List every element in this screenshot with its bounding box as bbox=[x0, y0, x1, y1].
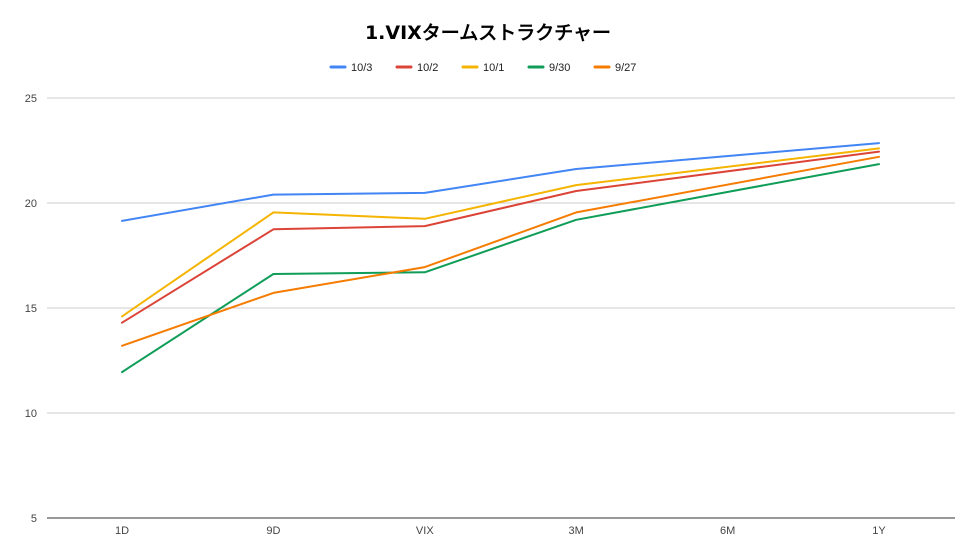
series-line bbox=[121, 142, 880, 222]
y-tick-label: 5 bbox=[31, 513, 37, 525]
y-tick-label: 10 bbox=[25, 408, 37, 420]
y-tick-label: 15 bbox=[25, 303, 37, 315]
legend-label: 9/30 bbox=[549, 62, 570, 74]
x-tick-label: 9D bbox=[266, 525, 280, 537]
legend-label: 10/2 bbox=[417, 62, 438, 74]
series-line bbox=[121, 147, 880, 318]
x-tick-label: VIX bbox=[416, 525, 434, 537]
y-tick-label: 25 bbox=[25, 93, 37, 105]
series-line bbox=[121, 163, 880, 374]
legend-label: 10/3 bbox=[351, 62, 372, 74]
x-tick-label: 1D bbox=[115, 525, 129, 537]
legend-label: 10/1 bbox=[483, 62, 504, 74]
series-line bbox=[121, 150, 880, 324]
y-tick-label: 20 bbox=[25, 198, 37, 210]
series-line bbox=[121, 155, 880, 347]
chart-title: 1.VIXタームストラクチャー bbox=[364, 22, 612, 44]
legend-label: 9/27 bbox=[615, 62, 636, 74]
x-tick-label: 6M bbox=[720, 525, 735, 537]
x-tick-label: 3M bbox=[569, 525, 584, 537]
x-tick-label: 1Y bbox=[872, 525, 886, 537]
